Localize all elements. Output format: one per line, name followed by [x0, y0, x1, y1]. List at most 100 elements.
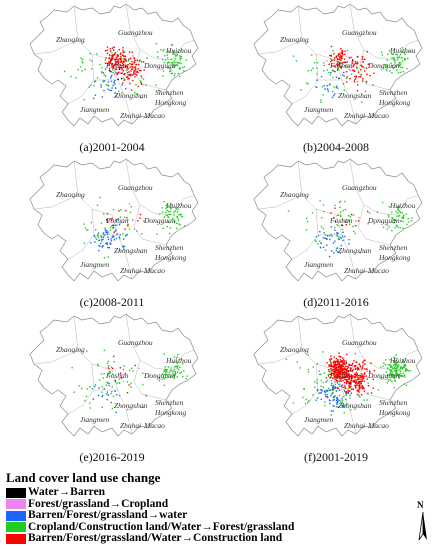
change-pixel-green	[104, 59, 106, 61]
change-pixel-red	[339, 359, 341, 361]
change-pixel-green	[121, 58, 123, 60]
change-pixel-blue	[127, 73, 129, 76]
change-pixel-green	[396, 54, 398, 56]
change-pixel-red	[360, 380, 362, 383]
change-pixel-green	[400, 66, 402, 69]
change-pixel-red	[338, 380, 340, 382]
change-pixel-blue	[326, 88, 329, 90]
change-pixel-green	[179, 224, 181, 226]
change-pixel-green	[142, 406, 145, 409]
change-pixel-green	[292, 55, 295, 57]
change-pixel-green	[177, 72, 180, 75]
change-pixel-green	[316, 86, 318, 88]
change-pixel-green	[318, 392, 320, 394]
change-pixel-red	[338, 364, 340, 366]
change-pixel-green	[331, 69, 334, 71]
change-pixel-green	[167, 205, 169, 208]
change-pixel-green	[403, 217, 405, 220]
change-pixel-green	[170, 208, 172, 210]
change-pixel-red	[112, 54, 115, 56]
change-pixel-green	[173, 60, 176, 62]
change-pixel-pink	[128, 203, 131, 205]
change-pixel-green	[311, 54, 313, 56]
change-pixel-green	[379, 377, 382, 379]
change-pixel-green	[89, 402, 91, 404]
change-pixel-red	[114, 63, 117, 65]
change-pixel-red	[132, 68, 134, 70]
change-pixel-green	[396, 357, 398, 360]
change-pixel-red	[353, 70, 355, 72]
change-pixel-green	[315, 240, 317, 243]
change-pixel-red	[369, 371, 371, 373]
change-pixel-red	[361, 387, 364, 389]
change-pixel-green	[176, 54, 179, 56]
change-pixel-red	[138, 69, 141, 72]
panel-caption: (b)2004-2008	[303, 140, 369, 154]
change-pixel-green	[174, 371, 176, 373]
change-pixel-green	[168, 371, 171, 373]
city-boundary	[291, 53, 319, 105]
change-pixel-red	[353, 380, 355, 382]
change-pixel-blue	[106, 233, 108, 235]
change-pixel-green	[323, 62, 325, 64]
change-pixel-blue	[315, 86, 317, 88]
change-pixel-red	[126, 76, 129, 78]
change-pixel-green	[401, 50, 403, 53]
change-pixel-pink	[358, 217, 360, 219]
change-pixel-blue	[102, 245, 104, 247]
change-pixel-green	[400, 374, 403, 377]
change-pixel-green	[404, 53, 406, 55]
change-pixel-red	[129, 63, 131, 65]
change-pixel-blue	[336, 233, 338, 235]
change-pixel-black	[334, 220, 337, 223]
change-pixel-red	[355, 379, 357, 381]
change-pixel-green	[403, 365, 405, 367]
change-pixel-blue	[322, 237, 325, 239]
legend-swatch	[6, 522, 26, 533]
change-pixel-blue	[337, 232, 339, 235]
change-pixel-pink	[326, 60, 328, 62]
map-canvas	[253, 313, 423, 437]
change-pixel-red	[340, 356, 342, 358]
change-pixel-red	[348, 385, 350, 388]
change-pixel-green	[323, 64, 325, 67]
change-pixel-green	[109, 371, 112, 373]
change-pixel-red	[349, 381, 351, 383]
change-pixel-green	[307, 70, 309, 72]
change-pixel-blue	[323, 84, 325, 87]
change-pixel-green	[346, 378, 349, 381]
change-pixel-blue	[342, 231, 344, 233]
change-pixel-red	[111, 47, 114, 49]
change-pixel-red	[345, 362, 348, 365]
change-pixel-green	[395, 368, 398, 370]
change-pixel-green	[324, 234, 327, 236]
change-pixel-green	[397, 226, 399, 228]
change-pixel-red	[346, 379, 348, 381]
change-pixel-red	[136, 74, 138, 76]
change-pixel-green	[307, 368, 309, 371]
change-pixel-green	[319, 200, 321, 202]
change-pixel-green	[176, 376, 178, 378]
change-pixel-red	[337, 58, 339, 60]
change-pixel-red	[131, 61, 133, 63]
change-pixel-green	[172, 53, 174, 55]
change-pixel-red	[329, 360, 331, 362]
change-pixel-red	[352, 388, 355, 390]
change-pixel-red	[331, 369, 334, 371]
change-pixel-red	[340, 380, 342, 382]
change-pixel-red	[338, 58, 341, 61]
change-pixel-green	[396, 206, 399, 208]
change-pixel-green	[407, 370, 410, 372]
city-label: Zhaoqing	[56, 345, 85, 354]
change-pixel-red	[356, 379, 359, 381]
change-pixel-red	[133, 58, 136, 60]
change-pixel-green	[402, 367, 405, 369]
change-pixel-green	[397, 364, 399, 367]
legend-swatch	[6, 487, 26, 498]
city-boundary	[33, 39, 79, 55]
change-pixel-red	[332, 365, 334, 367]
change-pixel-red	[338, 361, 340, 363]
change-pixel-green	[339, 206, 341, 208]
change-pixel-green	[316, 62, 319, 64]
change-pixel-green	[397, 208, 399, 210]
